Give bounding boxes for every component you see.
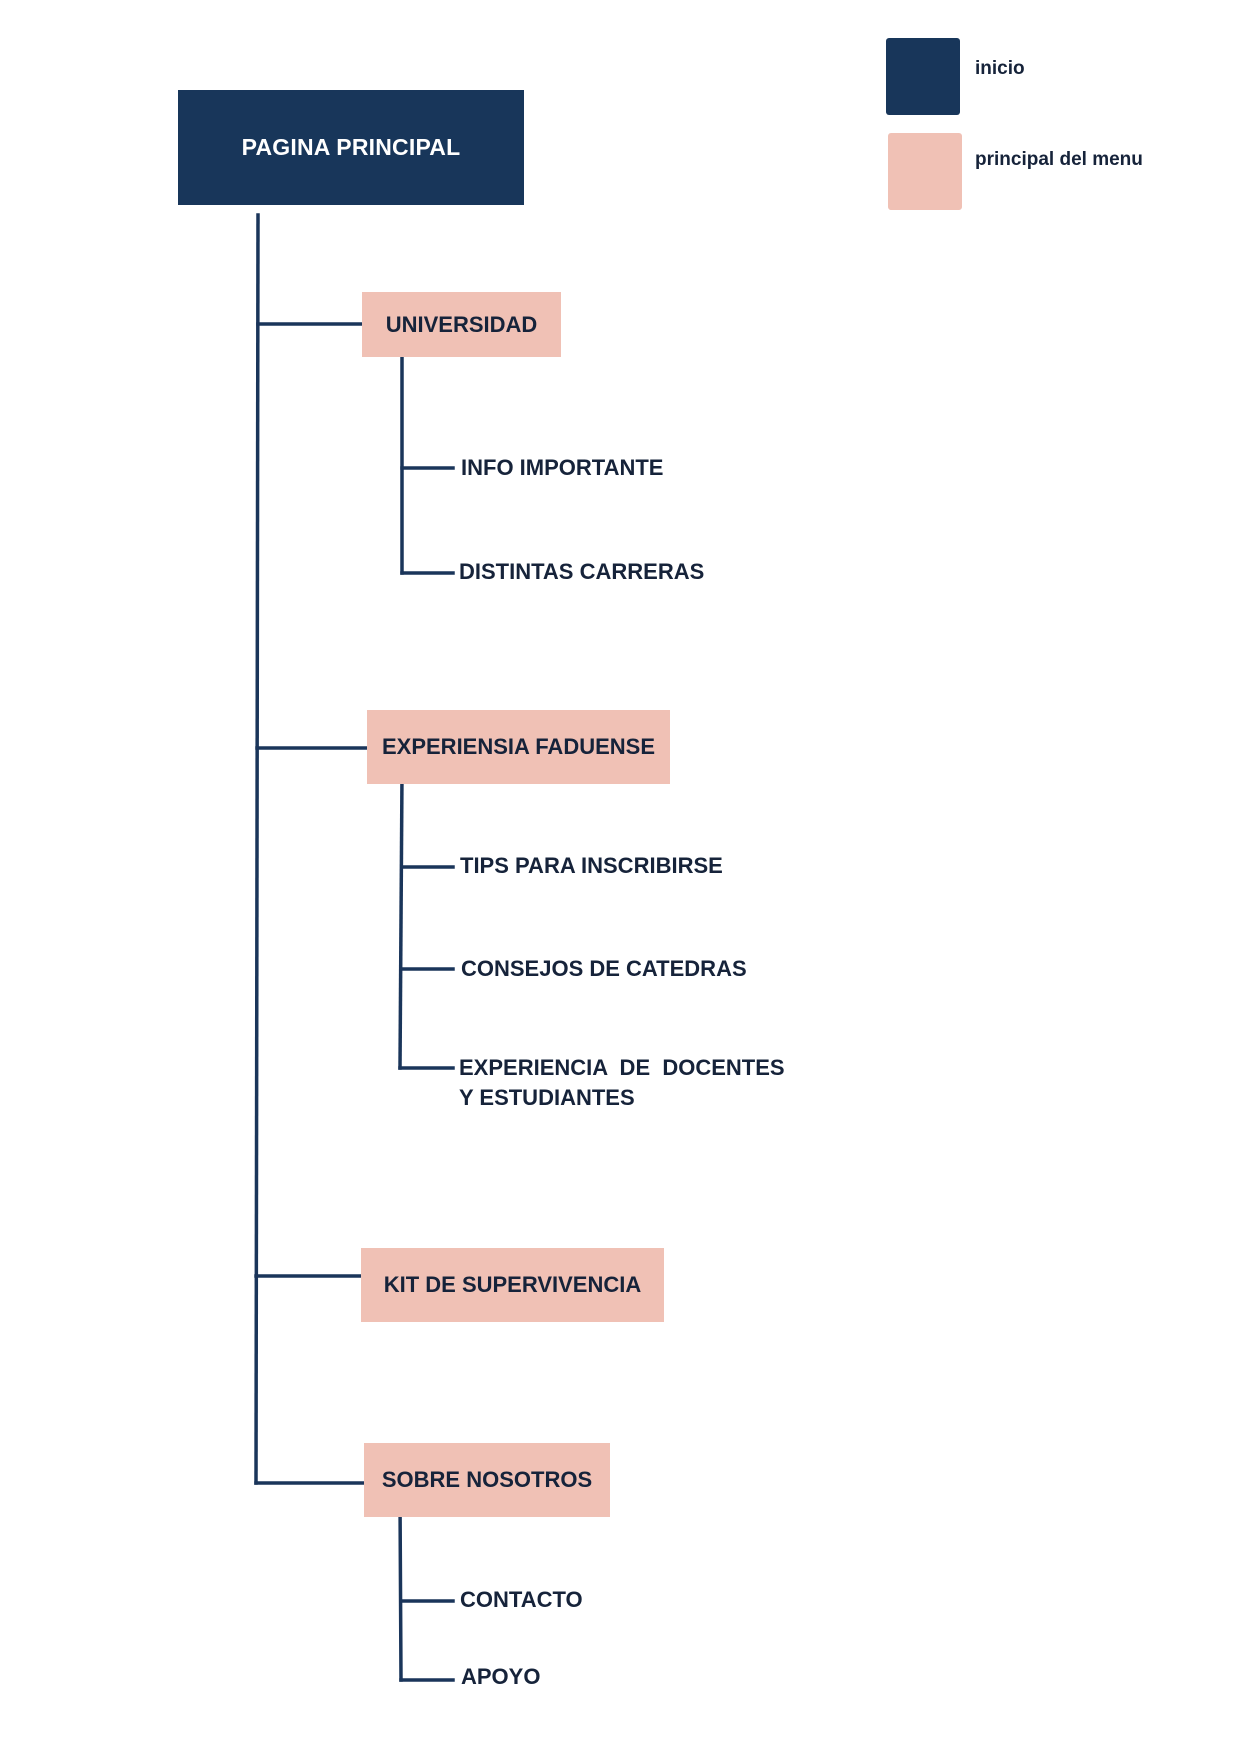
menu-node-universidad: UNIVERSIDAD [362, 292, 561, 357]
legend-label-principal-menu: principal del menu [975, 149, 1143, 170]
root-label: PAGINA PRINCIPAL [241, 134, 461, 160]
menu-label-universidad: UNIVERSIDAD [385, 311, 538, 337]
menu-label-kit-supervivencia: KIT DE SUPERVIVENCIA [383, 1272, 642, 1297]
sub-item-contacto: CONTACTO [460, 1587, 583, 1612]
sub-item-info-importante: INFO IMPORTANTE [461, 455, 664, 480]
sub-trunk-sobre [398, 1496, 403, 1682]
legend-swatch-principal-menu [888, 133, 962, 210]
menu-label-sobre-nosotros: SOBRE NOSOTROS [381, 1467, 593, 1492]
sub-item-distintas-carreras: DISTINTAS CARRERAS [459, 559, 705, 584]
menu-node-experiensia-faduense: EXPERIENSIA FADUENSE [367, 710, 670, 784]
sub-item-y-estudiantes: Y ESTUDIANTES [459, 1085, 635, 1110]
sub-item-consejos: CONSEJOS DE CATEDRAS [461, 956, 747, 981]
legend-label-inicio: inicio [975, 58, 1025, 79]
sub-item-apoyo: APOYO [461, 1664, 541, 1689]
menu-node-sobre-nosotros: SOBRE NOSOTROS [364, 1443, 610, 1517]
sub-trunk-experiensia [398, 773, 404, 1070]
trunk-line [254, 213, 260, 1485]
menu-node-kit-supervivencia: KIT DE SUPERVIVENCIA [361, 1248, 664, 1322]
sub-item-tips: TIPS PARA INSCRIBIRSE [460, 853, 723, 878]
root-node: PAGINA PRINCIPAL [178, 90, 524, 205]
legend-swatch-inicio [886, 38, 960, 115]
sub-item-experiencia-docentes: EXPERIENCIA DE DOCENTES [459, 1055, 785, 1080]
menu-label-experiensia-faduense: EXPERIENSIA FADUENSE [381, 734, 656, 759]
